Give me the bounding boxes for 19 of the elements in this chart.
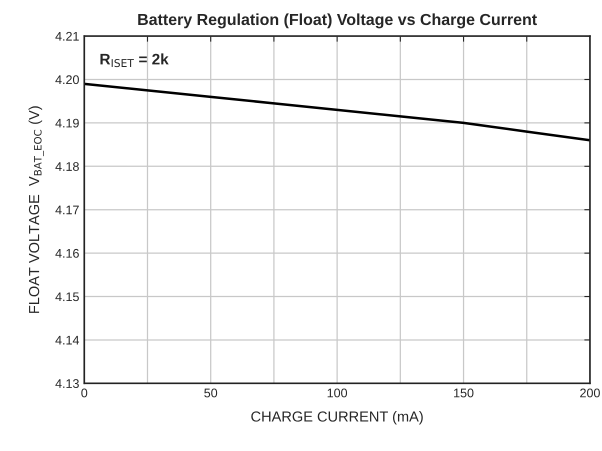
chart-title: Battery Regulation (Float) Voltage vs Charge Current — [138, 13, 537, 28]
y-tick-label: 4.14 — [55, 336, 80, 344]
x-axis-title: CHARGE CURRENT (mA) — [251, 410, 423, 425]
y-tick-label: 4.19 — [55, 118, 79, 128]
x-tick-label: 50 — [204, 388, 218, 398]
y-tick-label: 4.15 — [55, 292, 79, 302]
y-tick-label: 4.21 — [55, 32, 79, 41]
x-tick-label: 0 — [81, 388, 88, 398]
line-series — [84, 82, 590, 142]
y-tick-label: 4.16 — [55, 248, 79, 258]
y-tick-label: 4.13 — [55, 379, 79, 388]
x-tick-label: 200 — [580, 388, 600, 398]
x-tick-label: 150 — [454, 388, 474, 398]
y-tick-label: 4.17 — [55, 206, 79, 214]
y-tick-label: 4.18 — [55, 162, 79, 171]
annotation: R$_{ISET}$ = 2k — [100, 53, 169, 68]
y-tick-label: 4.20 — [55, 75, 79, 84]
y-axis-title: FLOAT VOLTAGE V$_{BAT_EOC}$ (V) — [28, 106, 44, 313]
x-tick-label: 100 — [328, 388, 348, 398]
